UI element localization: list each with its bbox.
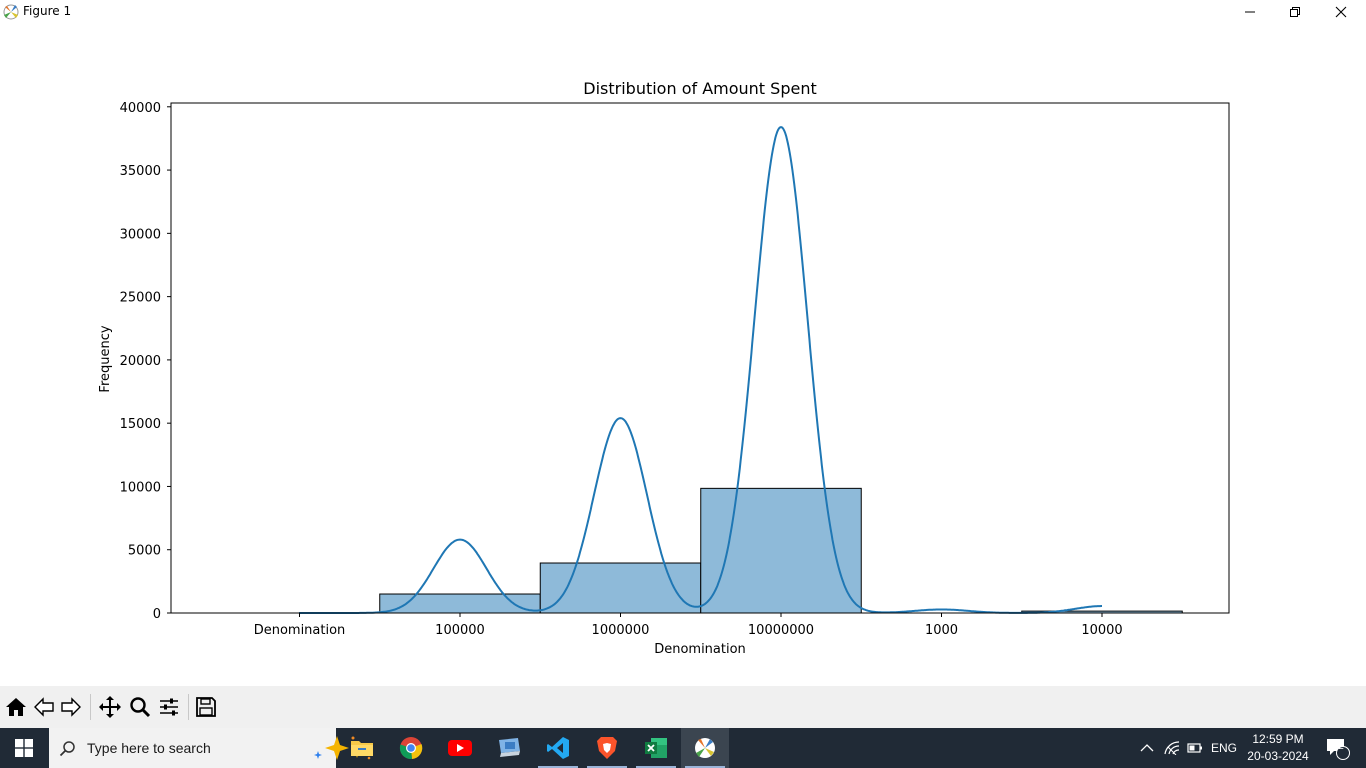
taskbar-chrome[interactable]	[387, 728, 435, 768]
running-indicator	[538, 766, 578, 768]
configure-subplots-button[interactable]	[156, 694, 182, 720]
back-button[interactable]	[31, 694, 57, 720]
network-button[interactable]	[1161, 728, 1183, 768]
zoom-button[interactable]	[127, 694, 153, 720]
running-indicator	[685, 766, 725, 768]
restore-icon	[1290, 7, 1300, 17]
zoom-icon	[130, 697, 151, 718]
back-icon	[34, 697, 54, 717]
minimize-button[interactable]	[1227, 0, 1273, 24]
navigation-toolbar	[0, 686, 1366, 728]
y-tick-label: 15000	[120, 417, 161, 432]
forward-icon	[61, 697, 81, 717]
taskbar-vscode[interactable]	[534, 728, 582, 768]
histogram-chart: 0 5000 10000 15000 20000 25000 30000 35000 40000…	[98, 79, 1230, 657]
search-icon	[59, 741, 75, 757]
y-tick-label: 10000	[120, 480, 161, 495]
x-tick-label: 10000000	[748, 623, 814, 638]
y-tick-label: 0	[153, 607, 161, 622]
close-button[interactable]	[1318, 0, 1364, 24]
save-icon	[196, 697, 216, 717]
remote-desktop-icon	[499, 738, 520, 757]
save-button[interactable]	[193, 694, 219, 720]
x-tick-label: Denomination	[254, 623, 346, 638]
y-tick-label: 40000	[120, 101, 161, 116]
taskbar-file-explorer[interactable]	[338, 728, 386, 768]
restore-button[interactable]	[1272, 0, 1318, 24]
axes-frame	[170, 102, 1230, 614]
taskbar-brave[interactable]	[583, 728, 631, 768]
home-icon	[6, 698, 26, 716]
figure-window: Figure 1 0 5000 10000 15000 20000 25000 30000 3…	[0, 0, 1366, 728]
chart-title: Distribution of Amount Spent	[583, 79, 816, 98]
x-tick-label: 100000	[435, 623, 485, 638]
matplotlib-icon	[2, 3, 20, 21]
matplotlib-icon	[695, 738, 715, 758]
notification-icon	[1327, 739, 1350, 760]
clock-date: 20-03-2024	[1247, 749, 1309, 763]
file-explorer-icon	[351, 741, 373, 756]
toolbar-separator	[90, 694, 91, 720]
vscode-icon	[547, 737, 569, 759]
y-tick-label: 20000	[120, 354, 161, 369]
chrome-icon	[399, 737, 423, 760]
brave-icon	[597, 737, 617, 759]
start-button[interactable]	[0, 728, 48, 768]
search-placeholder: Type here to search	[87, 740, 211, 756]
x-axis-label: Denomination	[654, 642, 746, 657]
forward-button[interactable]	[58, 694, 84, 720]
battery-button[interactable]	[1184, 728, 1206, 768]
histogram-bar	[539, 562, 702, 614]
histogram-bar	[379, 593, 541, 614]
pan-button[interactable]	[97, 694, 123, 720]
windows-logo-icon	[15, 739, 33, 757]
y-tick-label: 5000	[128, 544, 161, 559]
battery-icon	[1187, 743, 1202, 753]
taskbar-search-box[interactable]: Type here to search	[49, 728, 371, 768]
y-tick-label: 25000	[120, 291, 161, 306]
running-indicator	[636, 766, 676, 768]
wifi-icon	[1164, 741, 1180, 755]
taskbar-clock[interactable]: 12:59 PM 20-03-2024	[1244, 731, 1312, 765]
notification-center-button[interactable]: 2	[1320, 728, 1354, 768]
x-tick-label: 1000000	[592, 623, 650, 638]
taskbar-matplotlib[interactable]	[681, 728, 729, 768]
show-hidden-icons-button[interactable]	[1135, 728, 1159, 768]
taskbar-youtube[interactable]	[436, 728, 484, 768]
excel-icon	[645, 738, 667, 758]
windows-taskbar: Type here to search	[0, 728, 1366, 768]
running-indicator	[587, 766, 627, 768]
histogram-bar	[700, 487, 862, 614]
minimize-icon	[1245, 11, 1255, 13]
plot-canvas[interactable]: 0 5000 10000 15000 20000 25000 30000 35000 40000…	[0, 24, 1366, 686]
clock-time: 12:59 PM	[1252, 732, 1304, 746]
x-tick-label: 1000	[925, 623, 958, 638]
configure-subplots-icon	[160, 698, 178, 716]
y-axis-label: Frequency	[98, 325, 113, 392]
pan-icon	[99, 696, 121, 718]
chevron-up-icon	[1140, 744, 1154, 752]
title-bar: Figure 1	[0, 0, 1366, 24]
youtube-icon	[448, 740, 472, 756]
y-tick-label: 30000	[120, 227, 161, 242]
kde-line	[299, 126, 1102, 614]
toolbar-separator	[188, 694, 189, 720]
close-icon	[1335, 6, 1347, 18]
home-button[interactable]	[3, 694, 29, 720]
input-language[interactable]: ENG	[1210, 741, 1237, 755]
taskbar-excel[interactable]	[632, 728, 680, 768]
y-tick-label: 35000	[120, 164, 161, 179]
window-title: Figure 1	[23, 4, 72, 18]
notification-count: 2	[1338, 741, 1344, 752]
x-tick-label: 10000	[1081, 623, 1122, 638]
taskbar-remote-desktop[interactable]	[485, 728, 533, 768]
